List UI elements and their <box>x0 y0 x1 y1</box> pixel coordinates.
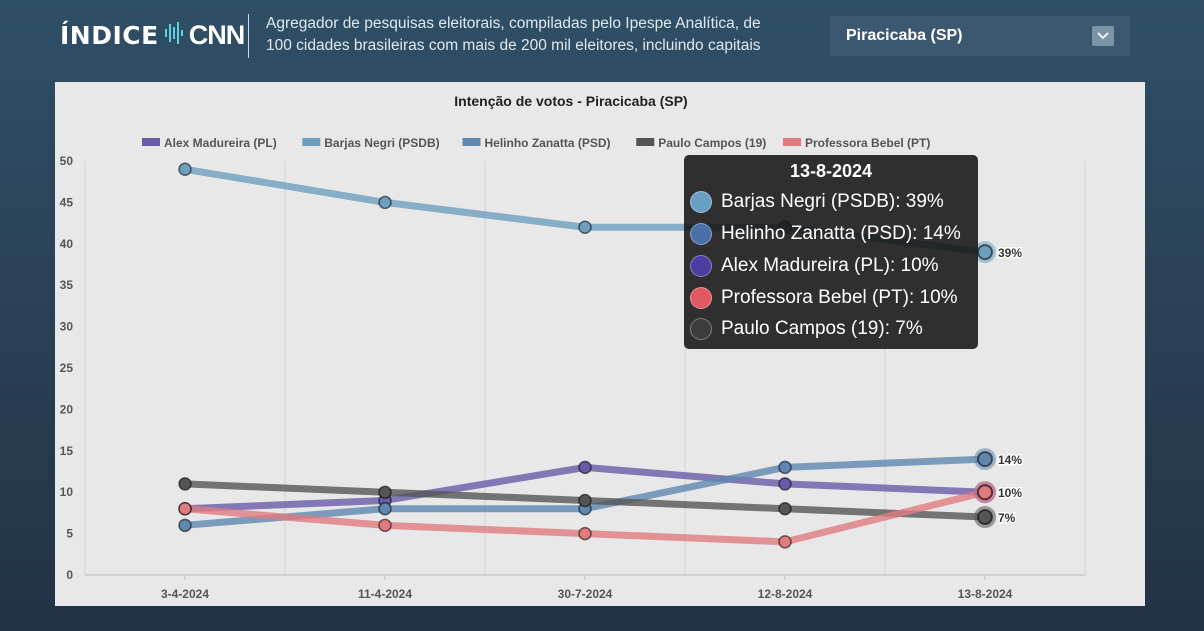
tooltip-row: Professora Bebel (PT): 10% <box>690 284 958 312</box>
tooltip-swatch <box>690 191 712 213</box>
data-point <box>178 162 192 177</box>
data-point <box>977 451 993 468</box>
logo-brand: CNN <box>188 20 245 50</box>
legend-swatch <box>302 138 321 146</box>
tooltip-swatch <box>690 287 712 309</box>
data-point <box>778 477 792 491</box>
data-point <box>378 502 392 516</box>
end-label: 14% <box>998 453 1022 467</box>
tooltip-row: Barjas Negri (PSDB): 39% <box>690 188 944 216</box>
data-point <box>578 460 592 475</box>
legend-swatch <box>783 138 801 146</box>
tooltip-swatch <box>690 255 712 277</box>
y-tick-label: 20 <box>60 402 74 416</box>
tooltip-row: Paulo Campos (19): 7% <box>690 315 923 343</box>
y-tick-label: 25 <box>60 361 74 375</box>
tooltip-swatch <box>690 223 712 245</box>
chart-tooltip: 13-8-2024 Barjas Negri (PSDB): 39% Helin… <box>684 155 978 349</box>
legend-label: Paulo Campos (19) <box>658 136 766 150</box>
tooltip-row: Helinho Zanatta (PSD): 14% <box>690 220 961 248</box>
data-point <box>778 502 792 516</box>
logo-word: ÍNDICE <box>60 21 159 50</box>
data-point <box>778 535 792 549</box>
legend-swatch <box>142 138 160 146</box>
legend-label: Professora Bebel (PT) <box>805 136 930 150</box>
data-point <box>378 485 392 499</box>
chart-legend: Alex Madureira (PL) Barjas Negri (PSDB) He… <box>142 136 930 150</box>
indice-cnn-logo[interactable]: ÍNDICE CNN <box>60 20 245 51</box>
y-tick-label: 40 <box>60 237 74 251</box>
y-tick-label: 45 <box>60 195 74 209</box>
y-tick-label: 5 <box>66 527 73 541</box>
description-line-1: Agregador de pesquisas eleitorais, compi… <box>266 15 761 32</box>
x-tick-label: 12-8-2024 <box>758 587 813 601</box>
tooltip-row-label: Helinho Zanatta (PSD): 14% <box>721 223 961 244</box>
x-tick-label: 30-7-2024 <box>558 587 613 601</box>
data-point <box>578 526 592 541</box>
chart-panel: Intenção de votos - Piracicaba (SP) Alex… <box>55 82 1145 606</box>
tooltip-row-label: Paulo Campos (19): 7% <box>721 318 923 339</box>
end-label: 39% <box>998 246 1022 260</box>
x-tick-label: 11-4-2024 <box>358 587 412 601</box>
tooltip-row: Alex Madureira (PL): 10% <box>690 252 939 280</box>
logo-bars-icon <box>164 21 185 51</box>
x-axis: 3-4-2024 11-4-2024 30-7-2024 12-8-2024 13-8-… <box>161 575 1013 601</box>
line-chart: Intenção de votos - Piracicaba (SP) Alex… <box>60 93 1086 601</box>
legend-swatch <box>636 138 655 146</box>
data-point <box>178 477 192 491</box>
data-point <box>977 484 993 501</box>
y-tick-label: 50 <box>60 154 74 168</box>
city-select-value: Piracicaba (SP) <box>846 27 963 44</box>
data-point <box>977 509 993 526</box>
end-labels: 10% 39% 14% 7% <box>997 245 1024 527</box>
y-tick-label: 30 <box>60 320 74 334</box>
y-axis: 0 5 10 15 20 25 30 35 40 45 50 <box>60 154 74 582</box>
tooltip-row-label: Professora Bebel (PT): 10% <box>721 287 958 308</box>
data-point <box>378 195 392 210</box>
x-tick-label: 3-4-2024 <box>161 587 209 601</box>
x-tick-label: 13-8-2024 <box>958 587 1013 601</box>
description-line-2: 100 cidades brasileiras com mais de 200 … <box>266 37 761 54</box>
legend-label: Barjas Negri (PSDB) <box>324 136 439 150</box>
data-point <box>578 220 592 234</box>
data-point <box>378 518 392 533</box>
y-tick-label: 35 <box>60 278 74 292</box>
chevron-down-icon[interactable] <box>1092 26 1114 46</box>
data-point <box>778 460 792 475</box>
legend-label: Alex Madureira (PL) <box>164 136 277 150</box>
y-tick-label: 15 <box>60 444 74 458</box>
header-divider <box>248 14 249 58</box>
tooltip-row-label: Barjas Negri (PSDB): 39% <box>721 191 944 212</box>
y-tick-label: 10 <box>60 485 74 499</box>
legend-label: Helinho Zanatta (PSD) <box>485 136 611 150</box>
tooltip-row-label: Alex Madureira (PL): 10% <box>721 255 939 276</box>
end-label: 10% <box>998 486 1022 500</box>
legend-swatch <box>462 138 481 146</box>
top-bar: ÍNDICE CNN Agregador de pesquisas eleito… <box>0 0 1204 80</box>
tooltip-swatch <box>690 318 712 340</box>
series-points <box>178 162 996 549</box>
tooltip-title: 13-8-2024 <box>789 161 873 181</box>
data-point <box>178 502 192 516</box>
city-select[interactable]: Piracicaba (SP) <box>830 16 1130 56</box>
data-point <box>578 493 592 508</box>
chart-title: Intenção de votos - Piracicaba (SP) <box>454 93 687 109</box>
header-description: Agregador de pesquisas eleitorais, compi… <box>266 13 806 57</box>
data-point <box>178 518 192 533</box>
y-tick-label: 0 <box>66 568 73 582</box>
data-point <box>977 244 993 261</box>
end-label: 7% <box>998 511 1016 525</box>
